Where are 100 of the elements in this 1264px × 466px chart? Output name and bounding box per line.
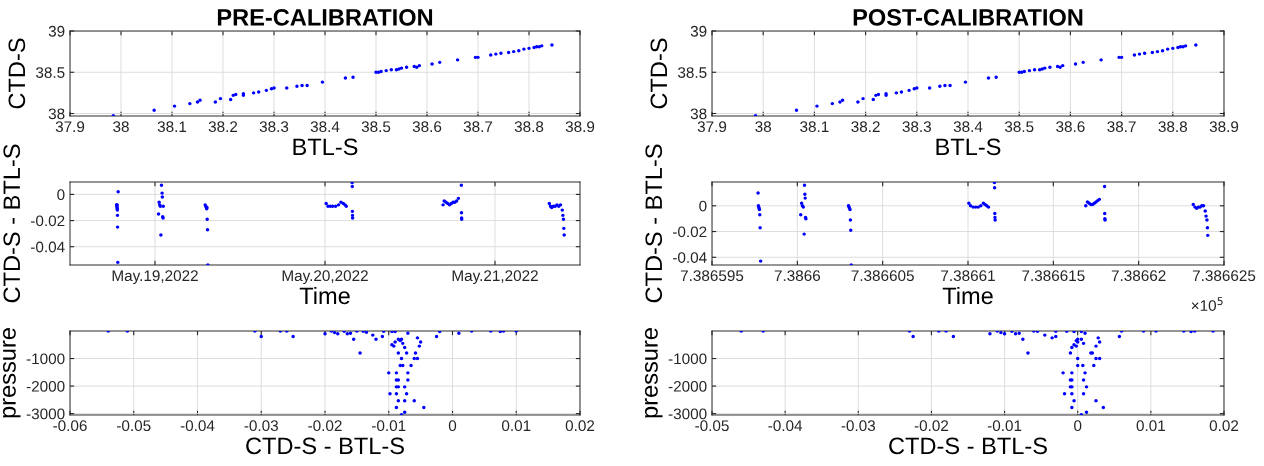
x-tick-label: 38.2 <box>851 121 880 133</box>
y-tick-label: -1000 <box>668 353 707 365</box>
x-tick-label: 38.1 <box>157 121 187 133</box>
point <box>320 80 325 84</box>
point <box>1194 43 1198 47</box>
x-tick-label: -0.02 <box>308 420 342 432</box>
y-axis-title: CTD-S - BTL-S <box>3 144 21 303</box>
point <box>111 113 116 116</box>
x-tick-label: -0.05 <box>695 420 729 432</box>
x-tick-label: -0.06 <box>53 420 87 432</box>
point <box>264 88 269 93</box>
point <box>840 98 845 103</box>
y-tick-label: 38 <box>690 108 707 120</box>
x-tick-label: 0 <box>1074 420 1082 432</box>
x-tick-label: -0.01 <box>987 420 1022 432</box>
x-tick-label: 38.8 <box>1158 121 1187 133</box>
y-tick-label: -0.02 <box>673 226 707 238</box>
point <box>152 108 156 112</box>
chart-title: POST-CALIBRATION <box>853 8 1083 26</box>
x-tick-label: 38.8 <box>514 121 544 133</box>
point <box>489 53 493 57</box>
point <box>251 91 256 95</box>
x-tick-label: 0 <box>448 420 457 432</box>
y-tick-label: 38.5 <box>35 67 65 78</box>
point <box>753 113 758 116</box>
y-tick-label: 39 <box>690 25 707 37</box>
y-tick-label: -1000 <box>26 353 65 365</box>
point <box>1032 68 1037 72</box>
point <box>430 62 434 66</box>
x-tick-label: 38.5 <box>361 121 391 133</box>
y-tick-label: 38 <box>48 108 65 120</box>
point <box>1150 50 1155 55</box>
point <box>506 50 511 55</box>
x-tick-label: 7.38661 <box>941 270 995 282</box>
point <box>1142 51 1147 55</box>
x-axis-title: Time <box>299 286 350 305</box>
y-tick-label: -0.04 <box>673 252 707 263</box>
point <box>499 51 503 55</box>
point <box>351 75 355 79</box>
x-tick-label: 38.9 <box>565 121 595 133</box>
y-tick-label: 38.5 <box>677 67 707 78</box>
point <box>894 91 899 95</box>
x-axis-title: Time <box>942 286 993 305</box>
point <box>455 58 460 62</box>
point <box>218 96 223 101</box>
x-axis-title: BTL-S <box>936 138 1001 156</box>
x-axis-title: CTD-S - BTL-S <box>889 437 1047 455</box>
point <box>295 84 299 88</box>
x-tick-label: 38.9 <box>1209 121 1239 133</box>
point <box>1160 49 1165 53</box>
x-tick-label: 37.9 <box>697 121 727 133</box>
x-tick-label: 7.3866 <box>774 270 821 282</box>
point <box>963 80 968 84</box>
x-tick-label: 38 <box>113 121 129 133</box>
y-tick-label: -2000 <box>668 380 707 392</box>
x-tick-label: -0.04 <box>180 420 215 432</box>
x-tick-label: 37.9 <box>55 121 85 133</box>
x-tick-label: -0.02 <box>914 420 949 432</box>
x-tick-label: 38.4 <box>953 121 983 133</box>
x-tick-label: 38.3 <box>902 121 931 133</box>
x-tick-label: 38.1 <box>800 121 829 133</box>
point <box>1155 49 1160 54</box>
x-tick-label: 0.01 <box>1136 420 1165 432</box>
point <box>830 101 835 106</box>
x-tick-label: 7.386615 <box>1022 270 1085 282</box>
point <box>404 65 409 70</box>
point <box>1048 65 1052 70</box>
y-axis-title: CTD-S - BTL-S <box>645 144 663 303</box>
x-tick-label: -0.03 <box>841 420 876 432</box>
point <box>794 108 799 112</box>
point <box>1165 47 1170 51</box>
point <box>815 104 819 108</box>
y-tick-label: -3000 <box>26 408 65 420</box>
x-tick-label: May.21,2022 <box>452 270 538 285</box>
x-tick-label: -0.01 <box>372 420 406 432</box>
y-tick-label: 0 <box>699 200 707 212</box>
chart-title: PRE-CALIBRATION <box>217 8 433 26</box>
y-tick-label: -0.02 <box>31 215 65 227</box>
x-tick-label: 7.386605 <box>851 270 914 282</box>
point <box>257 90 261 94</box>
y-axis-title: pressure <box>2 328 21 418</box>
point <box>522 47 526 51</box>
point <box>550 43 554 47</box>
y-tick-label: 0 <box>57 189 65 201</box>
y-axis-title: pressure <box>644 328 663 418</box>
x-tick-label: May.19,2022 <box>112 270 198 285</box>
x-tick-label: 38 <box>755 121 772 133</box>
x-tick-label: 38.3 <box>259 121 289 133</box>
x-tick-label: 38.6 <box>412 121 442 133</box>
x-tick-label: 38.4 <box>310 121 340 133</box>
point <box>512 49 516 54</box>
x-axis-title: BTL-S <box>293 138 358 156</box>
x-axis-title: CTD-S - BTL-S <box>246 437 404 455</box>
y-axis-title: CTD-S <box>8 38 26 109</box>
point <box>188 101 192 106</box>
y-tick-label: 39 <box>48 25 65 37</box>
text: ×10$^{5}$ <box>1191 297 1223 311</box>
x-tick-label: 38.6 <box>1056 121 1085 133</box>
x-tick-label: -0.03 <box>244 420 278 432</box>
point <box>871 97 875 102</box>
